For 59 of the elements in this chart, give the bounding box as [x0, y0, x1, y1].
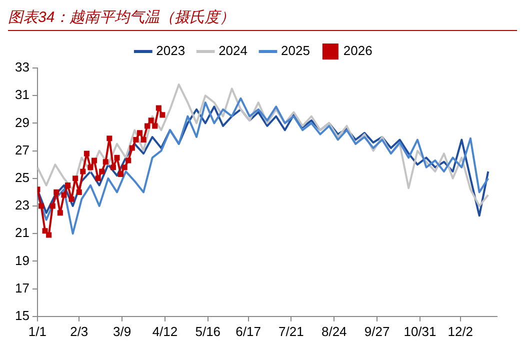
point: [110, 164, 116, 170]
y-tick-label: 27: [14, 142, 30, 158]
point: [148, 118, 154, 124]
x-tick-label: 4/12: [152, 324, 178, 339]
point: [50, 203, 56, 209]
point: [144, 123, 150, 129]
point: [46, 232, 52, 238]
point: [140, 136, 146, 143]
x-tick-label: 3/9: [113, 324, 132, 339]
point: [122, 164, 128, 170]
point: [92, 158, 98, 164]
legend-label: 2025: [281, 43, 310, 58]
y-tick-label: 19: [14, 252, 30, 268]
point: [38, 203, 44, 209]
point: [64, 182, 71, 188]
point: [156, 105, 162, 111]
point: [84, 150, 90, 156]
x-tick-label: 1/1: [28, 324, 46, 339]
y-tick-label: 25: [14, 170, 30, 185]
legend-label: 2023: [156, 43, 186, 58]
point: [42, 228, 48, 234]
point: [61, 192, 67, 198]
x-tick-label: 12/2: [448, 324, 474, 339]
y-tick-label: 31: [14, 87, 30, 102]
point: [133, 136, 139, 143]
x-tick-label: 9/27: [364, 324, 390, 339]
point: [76, 189, 82, 195]
y-tick-label: 23: [14, 198, 30, 213]
point: [118, 171, 124, 178]
point: [88, 164, 94, 170]
x-tick-label: 10/31: [404, 324, 436, 339]
x-tick-label: 6/17: [236, 324, 261, 339]
point: [54, 189, 60, 195]
x-tick-label: 5/16: [195, 324, 221, 339]
chart-title: 图表34：越南平均气温（摄氏度）: [8, 8, 517, 31]
y-tick-label: 33: [14, 60, 30, 75]
y-tick-label: 15: [14, 308, 30, 323]
point: [106, 136, 112, 142]
point: [72, 176, 78, 182]
point: [136, 130, 142, 136]
point: [80, 168, 86, 174]
legend-label: 2026: [343, 43, 372, 58]
x-tick-label: 2/3: [70, 324, 88, 339]
point: [95, 176, 101, 182]
x-tick-label: 7/21: [278, 324, 304, 339]
point: [57, 210, 63, 216]
point: [114, 154, 120, 160]
y-tick-label: 21: [14, 225, 30, 240]
point: [129, 145, 135, 151]
point: [68, 196, 74, 202]
point: [102, 159, 108, 165]
point: [99, 168, 105, 174]
legend-label: 2024: [218, 43, 248, 58]
point: [152, 123, 158, 129]
y-tick-label: 17: [14, 280, 30, 296]
y-tick-label: 29: [14, 114, 30, 130]
point: [126, 158, 132, 164]
point: [160, 112, 166, 118]
x-tick-label: 8/24: [321, 324, 347, 339]
